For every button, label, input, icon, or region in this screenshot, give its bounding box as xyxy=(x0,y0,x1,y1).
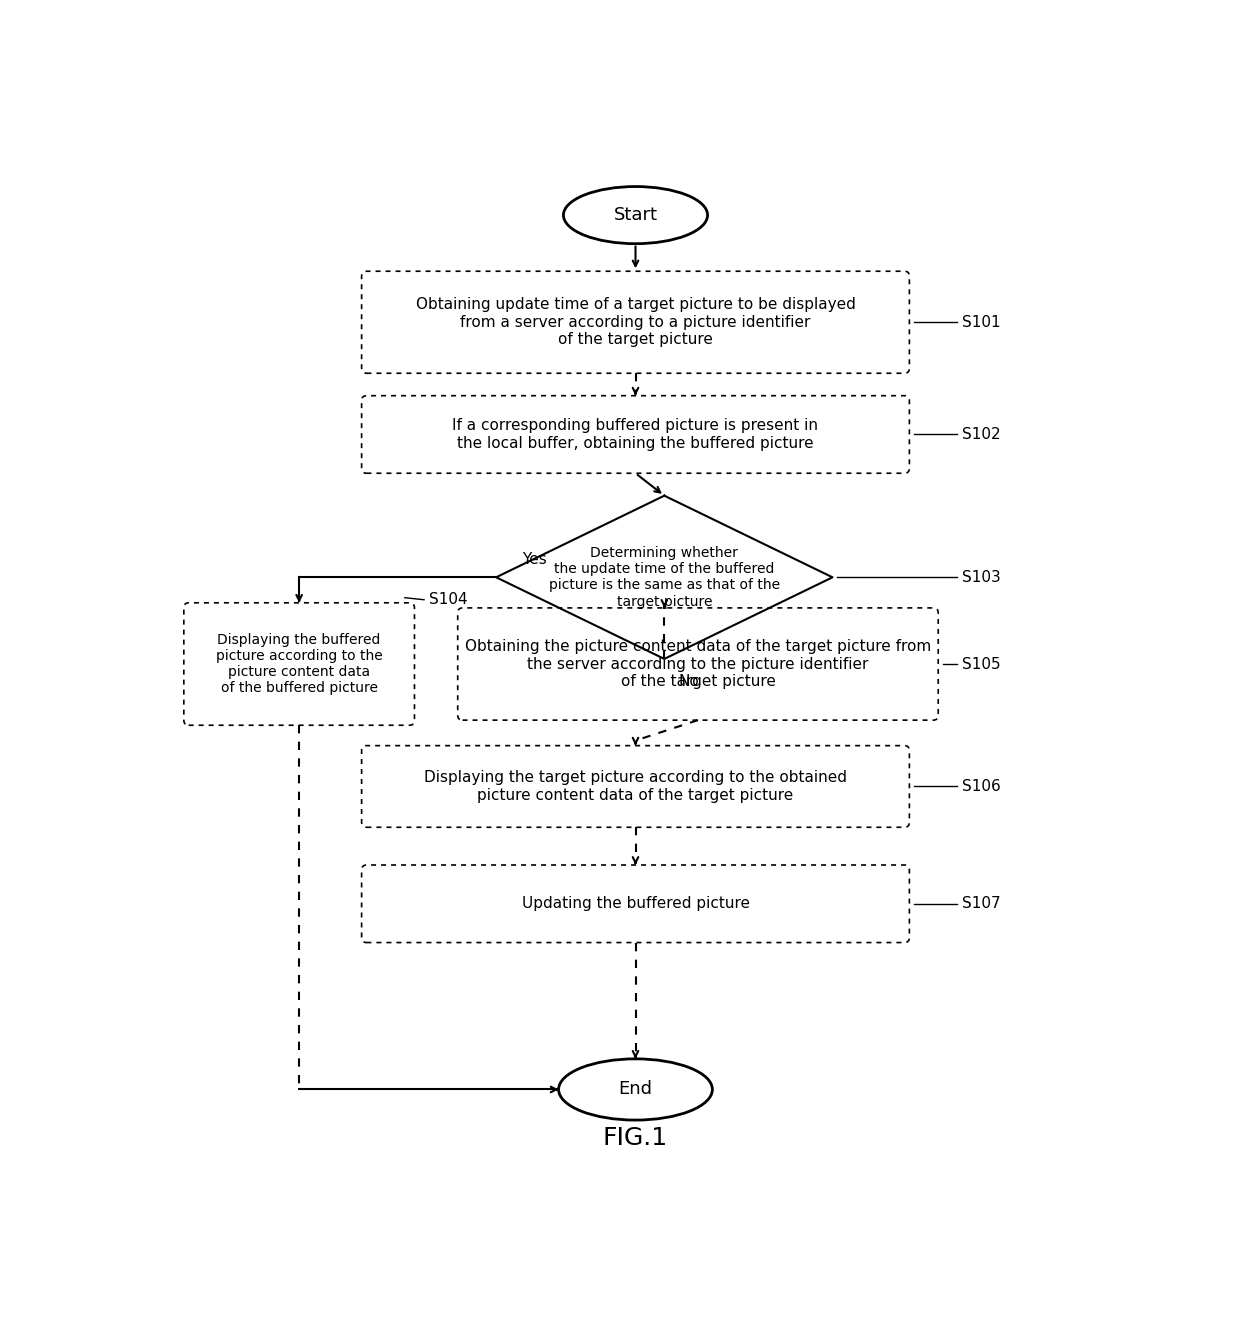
Text: Yes: Yes xyxy=(522,553,547,567)
Text: Obtaining the picture content data of the target picture from
the server accordi: Obtaining the picture content data of th… xyxy=(465,639,931,689)
Text: S103: S103 xyxy=(962,570,1001,584)
Text: Updating the buffered picture: Updating the buffered picture xyxy=(522,896,749,912)
Text: Obtaining update time of a target picture to be displayed
from a server accordin: Obtaining update time of a target pictur… xyxy=(415,297,856,347)
Text: S107: S107 xyxy=(962,896,1001,912)
Text: FIG.1: FIG.1 xyxy=(603,1126,668,1150)
Text: End: End xyxy=(619,1080,652,1098)
Text: Determining whether
the update time of the buffered
picture is the same as that : Determining whether the update time of t… xyxy=(549,546,780,608)
Text: S102: S102 xyxy=(962,427,1001,443)
Text: S105: S105 xyxy=(962,656,1001,672)
Text: S101: S101 xyxy=(962,315,1001,330)
Text: Displaying the buffered
picture according to the
picture content data
of the buf: Displaying the buffered picture accordin… xyxy=(216,633,382,696)
Text: No: No xyxy=(678,674,699,689)
Text: Displaying the target picture according to the obtained
picture content data of : Displaying the target picture according … xyxy=(424,770,847,803)
Text: Start: Start xyxy=(614,207,657,224)
Text: S104: S104 xyxy=(429,592,467,607)
Text: If a corresponding buffered picture is present in
the local buffer, obtaining th: If a corresponding buffered picture is p… xyxy=(453,419,818,450)
Text: S106: S106 xyxy=(962,779,1001,794)
